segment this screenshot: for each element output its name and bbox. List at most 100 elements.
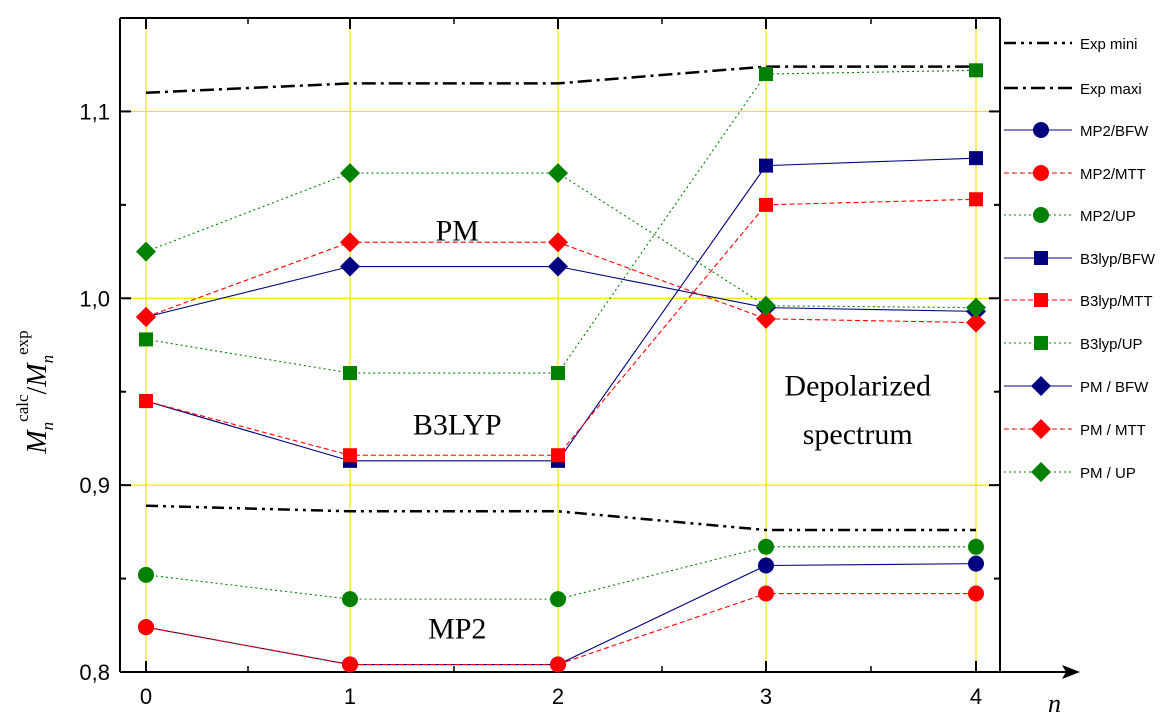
x-tick-label: 3 — [760, 684, 772, 709]
series-mp2-bfw — [138, 555, 984, 673]
series-line-mp2-bfw — [145, 563, 977, 666]
legend-item-exp-mini: Exp mini — [1004, 36, 1138, 53]
annotation-spectrum: spectrum — [803, 418, 913, 451]
series-line-exp-maxi — [145, 65, 976, 94]
svg-text:Mncalc/Mnexp: Mncalc/Mnexp — [13, 330, 57, 454]
y-label-sup-exp: exp — [13, 330, 32, 355]
series-line-pm-bfw — [145, 265, 977, 318]
legend-item-mp2-mtt: MP2/MTT — [1004, 165, 1146, 183]
series-mp2-up — [138, 538, 984, 608]
data-point-mp2-mtt — [550, 656, 566, 673]
data-point-pm-up — [756, 295, 776, 316]
legend-label: MP2/UP — [1080, 208, 1136, 225]
data-point-pm-mtt — [966, 312, 986, 333]
legend-marker — [1034, 293, 1048, 307]
legend-item-b3lyp-mtt: B3lyp/MTT — [1004, 293, 1153, 310]
data-point-b3lyp-up — [969, 63, 983, 78]
y-tick-label: 1,1 — [79, 99, 110, 124]
y-label-sub1: n — [38, 422, 57, 431]
data-point-b3lyp-mtt — [759, 197, 773, 212]
annotation-depolarized: Depolarized — [784, 369, 931, 402]
legend-label: PM / MTT — [1080, 422, 1146, 439]
y-label-sub2: n — [38, 355, 57, 364]
data-point-b3lyp-mtt — [551, 448, 565, 463]
series-exp-mini — [145, 504, 976, 532]
x-tick-label: 0 — [140, 684, 152, 709]
legend-label: B3lyp/UP — [1080, 336, 1143, 353]
legend-item-pm-bfw: PM / BFW — [1004, 376, 1149, 396]
series-b3lyp-mtt — [139, 192, 983, 463]
legend-item-b3lyp-bfw: B3lyp/BFW — [1004, 251, 1156, 268]
data-point-pm-mtt — [756, 308, 776, 329]
axis-labels: n Mncalc/Mnexp — [13, 330, 1061, 718]
legend-item-pm-mtt: PM / MTT — [1004, 419, 1146, 439]
data-point-mp2-mtt — [138, 619, 154, 636]
y-axis-label: Mncalc/Mnexp — [13, 330, 57, 454]
series-group — [136, 63, 986, 673]
data-point-pm-mtt — [136, 306, 156, 327]
data-point-mp2-up — [342, 591, 358, 608]
legend-item-pm-up: PM / UP — [1004, 462, 1136, 482]
y-label-m2: M — [22, 362, 53, 388]
data-point-pm-up — [340, 163, 360, 184]
data-point-mp2-up — [758, 538, 774, 555]
series-line-mp2-mtt — [145, 592, 976, 666]
series-pm-up — [136, 163, 986, 318]
y-tick-label: 1,0 — [79, 286, 110, 311]
grid — [120, 18, 1000, 672]
legend-label: Exp maxi — [1080, 81, 1142, 98]
legend-marker — [1033, 165, 1049, 181]
y-label-sup-calc: calc — [13, 394, 32, 422]
data-point-b3lyp-mtt — [139, 394, 153, 409]
x-tick-label: 4 — [970, 684, 982, 709]
legend-label: MP2/BFW — [1080, 123, 1149, 140]
data-point-pm-mtt — [340, 232, 360, 253]
legend-item-mp2-bfw: MP2/BFW — [1004, 122, 1149, 140]
legend-marker — [1033, 122, 1049, 138]
legend-item-exp-maxi: Exp maxi — [1004, 81, 1142, 98]
legend: Exp mini Exp maxi MP2/BFW MP2/MTT MP2/UP B3ly… — [1004, 36, 1156, 482]
data-point-b3lyp-bfw — [759, 158, 773, 173]
series-line-b3lyp-up — [145, 69, 977, 374]
legend-label: MP2/MTT — [1080, 166, 1146, 183]
data-point-b3lyp-bfw — [969, 151, 983, 166]
data-point-b3lyp-up — [551, 366, 565, 381]
data-point-mp2-up — [550, 591, 566, 608]
legend-label: B3lyp/BFW — [1080, 251, 1156, 268]
data-point-mp2-bfw — [968, 555, 984, 572]
x-tick-label: 2 — [552, 684, 564, 709]
x-axis-arrow-icon — [1062, 665, 1080, 679]
legend-label: PM / BFW — [1080, 379, 1149, 396]
data-point-b3lyp-up — [343, 366, 357, 381]
data-point-pm-up — [966, 297, 986, 318]
data-point-mp2-up — [968, 538, 984, 555]
data-point-mp2-mtt — [968, 585, 984, 602]
y-label-slash: / — [22, 386, 53, 394]
annotation-b3lyp: B3LYP — [413, 409, 502, 442]
data-point-pm-bfw — [548, 256, 568, 277]
annotation-pm: PM — [436, 214, 479, 247]
legend-marker — [1031, 419, 1051, 439]
data-point-b3lyp-up — [139, 332, 153, 347]
x-tick-label: 1 — [344, 684, 356, 709]
series-line-pm-mtt — [145, 241, 977, 324]
data-point-b3lyp-up — [759, 67, 773, 82]
legend-item-mp2-up: MP2/UP — [1004, 207, 1136, 225]
y-tick-label: 0,8 — [79, 660, 110, 685]
x-axis-label: n — [1048, 689, 1061, 718]
annotations: PM B3LYP MP2 Depolarized spectrum — [413, 214, 931, 645]
legend-marker — [1031, 462, 1051, 482]
legend-label: Exp mini — [1080, 36, 1138, 53]
annotation-mp2: MP2 — [428, 612, 486, 645]
legend-item-b3lyp-up: B3lyp/UP — [1004, 336, 1143, 353]
legend-marker — [1034, 251, 1048, 265]
data-point-b3lyp-mtt — [343, 448, 357, 463]
y-label-m1: M — [22, 429, 53, 455]
data-point-b3lyp-mtt — [969, 192, 983, 207]
data-point-mp2-up — [138, 566, 154, 583]
legend-label: B3lyp/MTT — [1080, 293, 1153, 310]
series-exp-maxi — [145, 65, 976, 94]
data-point-pm-up — [136, 241, 156, 262]
series-pm-bfw — [136, 256, 986, 327]
